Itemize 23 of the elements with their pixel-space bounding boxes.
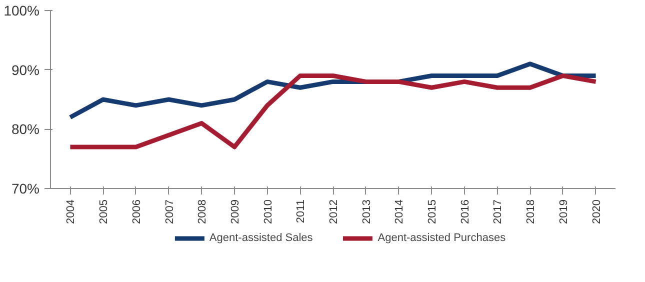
x-tick-label: 2019 bbox=[558, 199, 570, 224]
x-tick-label: 2005 bbox=[98, 199, 110, 224]
x-tick-label: 2010 bbox=[262, 199, 274, 224]
x-tick-label: 2013 bbox=[360, 199, 373, 224]
x-tick-label: 2011 bbox=[295, 200, 308, 224]
x-tick-label: 2007 bbox=[164, 199, 176, 224]
x-tick-label: 2014 bbox=[394, 199, 406, 224]
x-tick-label: 2015 bbox=[426, 199, 439, 224]
y-tick-label: 80% bbox=[11, 121, 40, 138]
x-tick-label: 2004 bbox=[65, 199, 78, 224]
x-tick-label: 2012 bbox=[328, 199, 340, 224]
x-tick-label: 2009 bbox=[229, 199, 242, 224]
legend-label: Agent-assisted Sales bbox=[209, 232, 313, 244]
x-tick-label: 2008 bbox=[196, 199, 209, 224]
x-tick-label: 2018 bbox=[525, 199, 538, 224]
y-tick-label: 100% bbox=[4, 2, 40, 18]
x-tick-label: 2020 bbox=[590, 199, 603, 224]
y-tick-label: 90% bbox=[11, 62, 40, 78]
x-tick-label: 2016 bbox=[459, 199, 472, 224]
x-tick-label: 2017 bbox=[492, 199, 504, 224]
x-tick-label: 2006 bbox=[130, 199, 143, 224]
legend-label: Agent-assisted Purchases bbox=[378, 232, 506, 244]
y-tick-label: 70% bbox=[11, 180, 40, 196]
